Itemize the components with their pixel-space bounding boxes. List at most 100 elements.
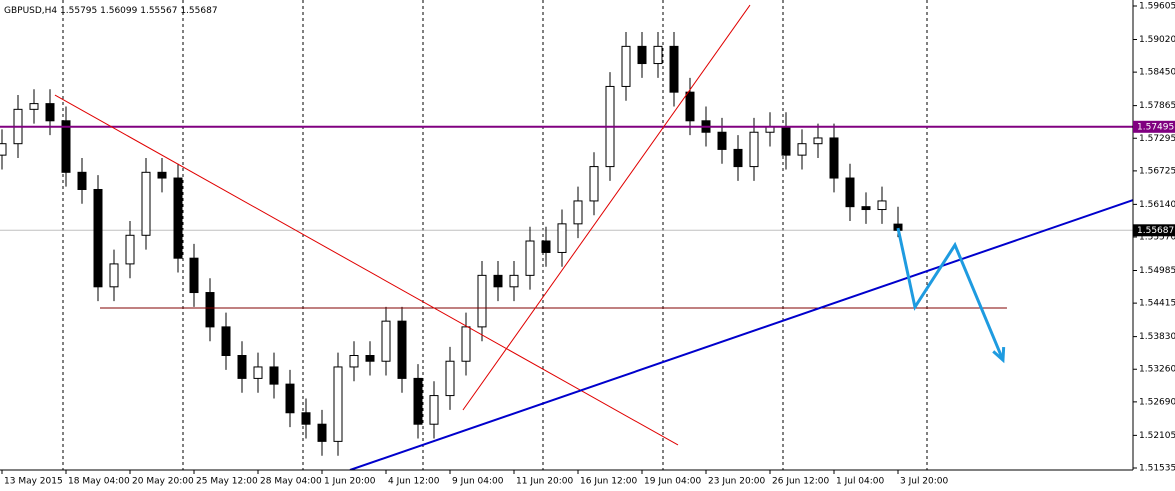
trend-line xyxy=(349,199,1133,470)
candle-body xyxy=(653,45,663,65)
y-tick-label: 1.59020 xyxy=(1139,35,1175,45)
x-tick-label: 1 Jul 04:00 xyxy=(836,477,885,487)
open-value: 1.55795 xyxy=(60,6,97,16)
y-tick-label: 1.53830 xyxy=(1139,332,1175,342)
candle-body xyxy=(573,200,583,225)
x-tick-label: 25 May 12:00 xyxy=(196,477,258,487)
candle-body xyxy=(429,395,439,425)
candle-body xyxy=(797,143,807,156)
candle-body xyxy=(749,131,759,168)
x-tick-label: 1 Jun 20:00 xyxy=(324,477,376,487)
candle-body xyxy=(733,148,743,168)
candle-body xyxy=(781,126,791,156)
low-value: 1.55567 xyxy=(140,6,177,16)
y-tick-label: 1.57295 xyxy=(1139,134,1175,144)
x-tick-label: 9 Jun 04:00 xyxy=(452,477,504,487)
candle-body xyxy=(333,366,343,442)
x-tick-label: 18 May 04:00 xyxy=(68,477,130,487)
candle-body xyxy=(461,326,471,362)
y-tick-label: 1.56725 xyxy=(1139,166,1175,176)
candle-body xyxy=(301,412,311,425)
candle-body xyxy=(61,120,71,173)
arrow-head xyxy=(992,346,1006,364)
candle-body xyxy=(557,223,567,253)
candle-body xyxy=(221,326,231,357)
candle-body xyxy=(877,200,887,211)
candle-body xyxy=(509,274,519,288)
candle-body xyxy=(541,240,551,253)
candle-body xyxy=(477,274,487,328)
candle-body xyxy=(269,366,279,385)
candle-body xyxy=(525,240,535,276)
y-tick-label: 1.52105 xyxy=(1139,431,1175,441)
candle-body xyxy=(669,45,679,93)
x-tick-label: 28 May 04:00 xyxy=(260,477,322,487)
candle-body xyxy=(29,103,39,110)
candle-body xyxy=(0,143,7,156)
x-tick-label: 26 Jun 12:00 xyxy=(772,477,829,487)
candle-body xyxy=(829,137,839,179)
header: GBPUSD,H4 1.55795 1.56099 1.55567 1.5568… xyxy=(4,6,218,16)
candle-body xyxy=(365,355,375,362)
candle-body xyxy=(141,171,151,236)
y-tick-label: 1.51535 xyxy=(1139,463,1175,473)
price-tag-label: 1.57495 xyxy=(1137,122,1174,132)
candle-body xyxy=(237,355,247,379)
candle-body xyxy=(397,320,407,379)
candle-body xyxy=(45,103,55,122)
high-value: 1.56099 xyxy=(100,6,137,16)
candle-body xyxy=(205,292,215,328)
candle-body xyxy=(381,320,391,362)
candle-body xyxy=(77,171,87,190)
y-tick-label: 1.59605 xyxy=(1139,2,1175,12)
trend-line xyxy=(462,4,751,411)
y-tick-label: 1.55570 xyxy=(1139,233,1175,243)
candle-body xyxy=(109,263,119,288)
y-tick-label: 1.53260 xyxy=(1139,365,1175,375)
candle-body xyxy=(189,257,199,294)
candle-body xyxy=(717,131,727,150)
x-tick-label: 19 Jun 04:00 xyxy=(644,477,701,487)
close-value: 1.55687 xyxy=(180,6,217,16)
plot-area xyxy=(0,4,1133,470)
x-tick-label: 3 Jul 20:00 xyxy=(900,477,949,487)
y-tick-label: 1.54985 xyxy=(1139,266,1175,276)
candle-body xyxy=(813,137,823,145)
candle-body xyxy=(589,166,599,202)
x-tick-label: 20 May 20:00 xyxy=(132,477,194,487)
price-tag-label: 1.55687 xyxy=(1137,226,1174,236)
candle-body xyxy=(685,91,695,122)
x-tick-label: 4 Jun 12:00 xyxy=(388,477,440,487)
candle-body xyxy=(157,171,167,179)
candle-body xyxy=(445,360,455,397)
vertical-grid xyxy=(62,0,928,470)
candle-body xyxy=(285,383,295,414)
candle-body xyxy=(173,177,183,259)
x-tick-label: 16 Jun 12:00 xyxy=(580,477,637,487)
candle-body xyxy=(93,188,103,288)
y-tick-label: 1.56140 xyxy=(1139,200,1175,210)
candle-body xyxy=(125,234,135,265)
price-tag xyxy=(1133,120,1175,133)
candle-body xyxy=(349,355,359,368)
candle-body xyxy=(317,423,327,442)
candle-body xyxy=(413,377,423,425)
candle-body xyxy=(253,366,263,379)
y-tick-label: 1.58450 xyxy=(1139,68,1175,78)
candle-body xyxy=(621,45,631,87)
symbol: GBPUSD,H4 xyxy=(4,6,57,16)
candle-body xyxy=(861,206,871,211)
forecast-arrow xyxy=(896,227,1005,361)
candle-body xyxy=(845,177,855,208)
candle-body xyxy=(637,45,647,65)
y-tick-label: 1.57865 xyxy=(1139,101,1175,111)
price-tag xyxy=(1133,224,1175,237)
x-tick-label: 13 May 2015 xyxy=(4,477,63,487)
trend-line xyxy=(54,94,679,446)
y-tick-label: 1.52690 xyxy=(1139,397,1175,407)
x-tick-label: 11 Jun 20:00 xyxy=(516,477,573,487)
x-tick-label: 23 Jun 20:00 xyxy=(708,477,765,487)
candle-body xyxy=(493,274,503,288)
